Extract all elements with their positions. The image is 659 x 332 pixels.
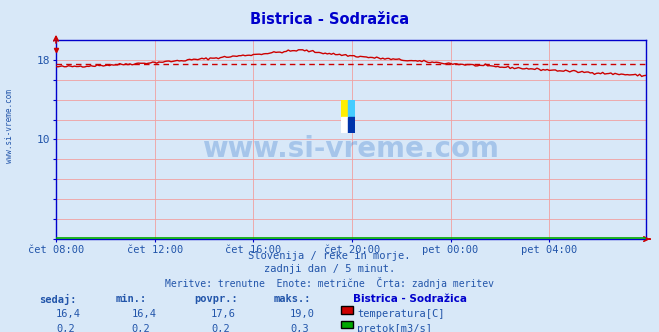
- Text: min.:: min.:: [115, 294, 146, 304]
- Bar: [341, 100, 348, 117]
- Text: Slovenija / reke in morje.: Slovenija / reke in morje.: [248, 251, 411, 261]
- Text: 17,6: 17,6: [211, 309, 236, 319]
- Text: maks.:: maks.:: [273, 294, 311, 304]
- Text: Bistrica - Sodražica: Bistrica - Sodražica: [353, 294, 467, 304]
- Text: www.si-vreme.com: www.si-vreme.com: [202, 135, 500, 163]
- Text: 0,2: 0,2: [211, 324, 229, 332]
- Text: temperatura[C]: temperatura[C]: [357, 309, 445, 319]
- Text: zadnji dan / 5 minut.: zadnji dan / 5 minut.: [264, 264, 395, 274]
- Text: Meritve: trenutne  Enote: metrične  Črta: zadnja meritev: Meritve: trenutne Enote: metrične Črta: …: [165, 277, 494, 289]
- Text: 19,0: 19,0: [290, 309, 315, 319]
- Text: sedaj:: sedaj:: [40, 294, 77, 305]
- Text: 0,2: 0,2: [132, 324, 150, 332]
- Bar: [341, 117, 348, 133]
- Bar: [348, 117, 355, 133]
- Text: 16,4: 16,4: [56, 309, 81, 319]
- Text: povpr.:: povpr.:: [194, 294, 238, 304]
- Text: 0,2: 0,2: [56, 324, 74, 332]
- Text: Bistrica - Sodražica: Bistrica - Sodražica: [250, 12, 409, 27]
- Text: 0,3: 0,3: [290, 324, 308, 332]
- Bar: [348, 100, 355, 117]
- Text: 16,4: 16,4: [132, 309, 157, 319]
- Text: pretok[m3/s]: pretok[m3/s]: [357, 324, 432, 332]
- Text: www.si-vreme.com: www.si-vreme.com: [5, 89, 14, 163]
